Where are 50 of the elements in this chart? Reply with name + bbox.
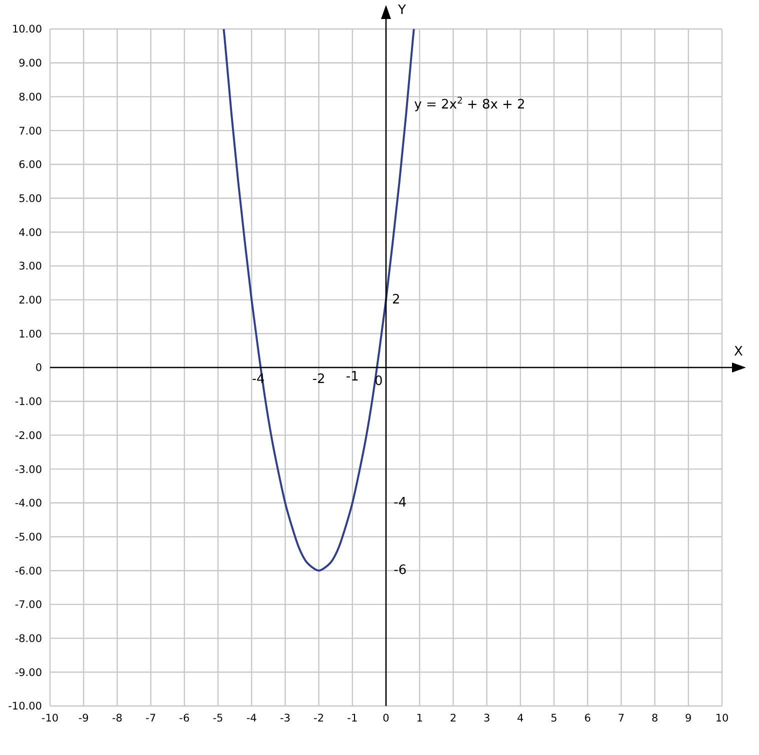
x-tick-label: 1 [416, 712, 423, 724]
x-axis-title: X [734, 344, 743, 360]
y-tick-label: -6.00 [14, 565, 42, 578]
x-tick-label: 9 [685, 712, 692, 724]
x-tick-label: 8 [651, 712, 658, 724]
y-tick-label: 10.00 [12, 24, 42, 36]
x-tick-label: 7 [618, 712, 625, 724]
y-tick-label: -3.00 [14, 464, 42, 476]
y-tick-label: 3.00 [18, 260, 42, 273]
annotation: -2 [312, 372, 326, 387]
y-tick-label: 2.00 [18, 294, 42, 307]
annotation: -1 [346, 369, 359, 384]
x-tick-label: 0 [382, 712, 390, 724]
x-tick-label: 6 [584, 712, 592, 724]
x-tick-label: -10 [41, 712, 59, 724]
annotation: -6 [394, 563, 407, 578]
y-tick-label: 7.00 [18, 125, 42, 138]
y-tick-label: -2.00 [14, 430, 42, 442]
series-label: y = 2x$^{2}$ + 8x + 2 [414, 96, 526, 113]
x-tick-label: 2 [450, 712, 457, 724]
y-tick-label: -9.00 [14, 666, 42, 679]
x-tick-label: -4 [246, 712, 258, 724]
y-tick-label: -10.00 [8, 700, 42, 713]
x-tick-label: -7 [146, 712, 156, 724]
x-tick-label: -1 [347, 712, 358, 724]
annotation: 2 [392, 292, 400, 308]
y-tick-label: -5.00 [14, 531, 42, 544]
x-tick-label: -2 [314, 712, 324, 724]
annotation: -4 [394, 495, 407, 510]
x-tick-label: 10 [715, 712, 729, 724]
y-tick-label: 0 [35, 362, 42, 374]
y-tick-label: 5.00 [18, 192, 42, 205]
x-tick-label: -6 [179, 712, 190, 724]
y-axis-title: Y [397, 3, 406, 18]
y-tick-label: 1.00 [18, 328, 42, 340]
x-tick-label: 3 [483, 712, 490, 724]
x-tick-label: 4 [517, 712, 524, 724]
x-tick-label: -9 [78, 712, 89, 724]
y-tick-label: -1.00 [14, 396, 42, 408]
x-tick-label: -3 [280, 712, 290, 724]
y-tick-label: -8.00 [14, 633, 42, 646]
y-tick-label: 8.00 [18, 91, 42, 104]
y-tick-label: 9.00 [18, 58, 42, 70]
y-tick-label: -7.00 [14, 599, 42, 612]
x-tick-label: 5 [550, 712, 558, 724]
y-tick-label: -4.00 [14, 498, 42, 510]
y-tick-label: 4.00 [18, 226, 42, 239]
x-tick-label: -8 [112, 712, 122, 724]
y-tick-label: 6.00 [18, 159, 42, 172]
x-tick-label: -5 [212, 712, 224, 724]
